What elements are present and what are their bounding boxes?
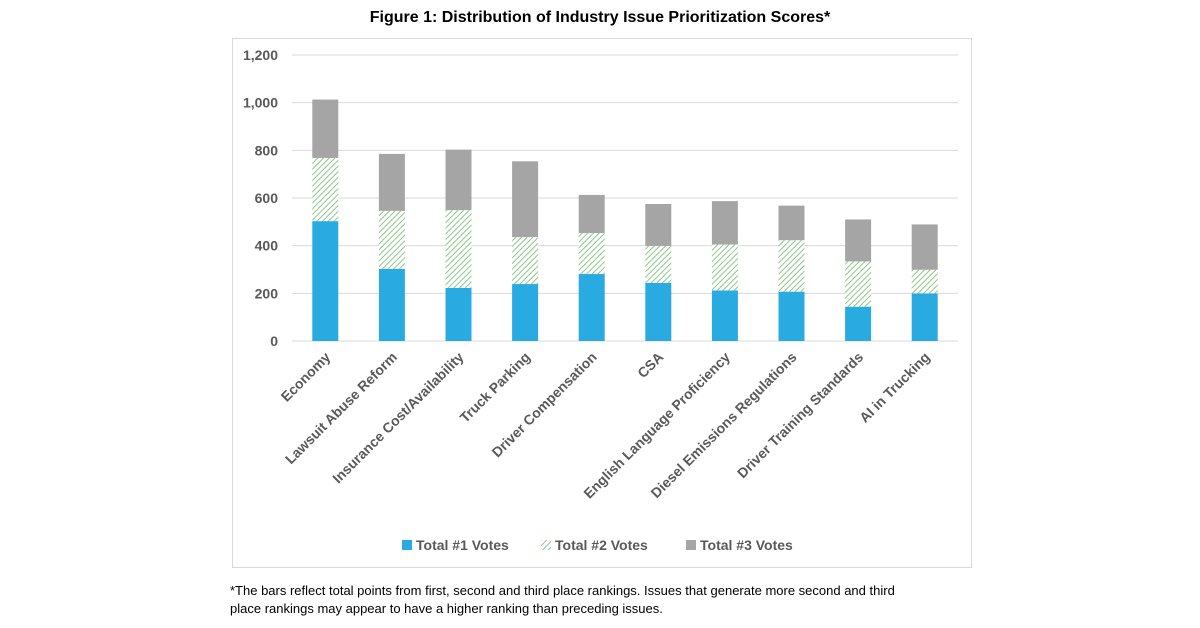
x-tick-label: Truck Parking: [456, 349, 533, 426]
bar-segment-2: [711, 244, 738, 291]
x-tick-label: Lawsuit Abuse Reform: [282, 349, 400, 467]
x-tick-label: Insurance Cost/Availability: [329, 349, 467, 487]
bar-segment-1: [645, 282, 672, 341]
bar-segment-3: [445, 149, 472, 211]
bar-segment-3: [845, 219, 872, 262]
x-tick-label: Economy: [278, 349, 334, 405]
x-tick-label: English Language Proficiency: [580, 349, 733, 502]
x-tick-label: Diesel Emissions Regulations: [647, 349, 799, 501]
bar-segment-1: [578, 274, 605, 341]
bar-segment-1: [845, 306, 872, 341]
legend-swatch: [541, 540, 551, 550]
x-tick-label: Driver Training Standards: [734, 349, 866, 481]
chart-title: Figure 1: Distribution of Industry Issue…: [369, 9, 831, 26]
bar-segment-3: [778, 205, 805, 241]
bar-segment-1: [445, 287, 472, 341]
x-tick-label: CSA: [634, 349, 666, 381]
bar-segment-1: [911, 293, 938, 341]
bar-segment-1: [711, 290, 738, 341]
bar-segment-3: [378, 153, 405, 211]
legend-label: Total #2 Votes: [555, 537, 648, 553]
bar-segment-2: [911, 269, 938, 294]
bar-segment-1: [378, 268, 405, 341]
bar-segment-1: [512, 284, 539, 341]
y-tick-label: 1,200: [243, 47, 278, 63]
legend-label: Total #3 Votes: [700, 537, 793, 553]
legend-label: Total #1 Votes: [416, 537, 509, 553]
bar-segment-2: [512, 237, 539, 285]
bar-segment-1: [778, 291, 805, 341]
bar-segment-3: [911, 224, 938, 270]
footnote-line-2: place rankings may appear to have a high…: [230, 601, 663, 616]
chart-frame: [232, 38, 972, 568]
y-tick-label: 800: [255, 142, 279, 158]
bar-segment-1: [312, 221, 339, 341]
bar-segment-3: [711, 201, 738, 245]
y-tick-label: 200: [255, 285, 279, 301]
bar-segment-2: [312, 157, 339, 222]
y-tick-label: 0: [270, 333, 278, 349]
bar-segment-3: [512, 161, 539, 238]
y-tick-label: 400: [255, 238, 279, 254]
bar-segment-2: [445, 210, 472, 288]
legend-swatch: [402, 540, 412, 550]
bar-segment-3: [578, 194, 605, 234]
y-tick-label: 600: [255, 190, 279, 206]
bar-segment-2: [578, 233, 605, 275]
bar-segment-2: [645, 245, 672, 283]
bar-segment-3: [312, 99, 339, 158]
y-tick-label: 1,000: [243, 95, 278, 111]
bar-segment-2: [378, 210, 405, 269]
legend-swatch: [686, 540, 696, 550]
bar-segment-3: [645, 203, 672, 246]
x-tick-label: AI in Trucking: [856, 349, 933, 426]
footnote-line-1: *The bars reflect total points from firs…: [230, 583, 895, 598]
bar-segment-2: [845, 261, 872, 307]
bar-segment-2: [778, 240, 805, 292]
